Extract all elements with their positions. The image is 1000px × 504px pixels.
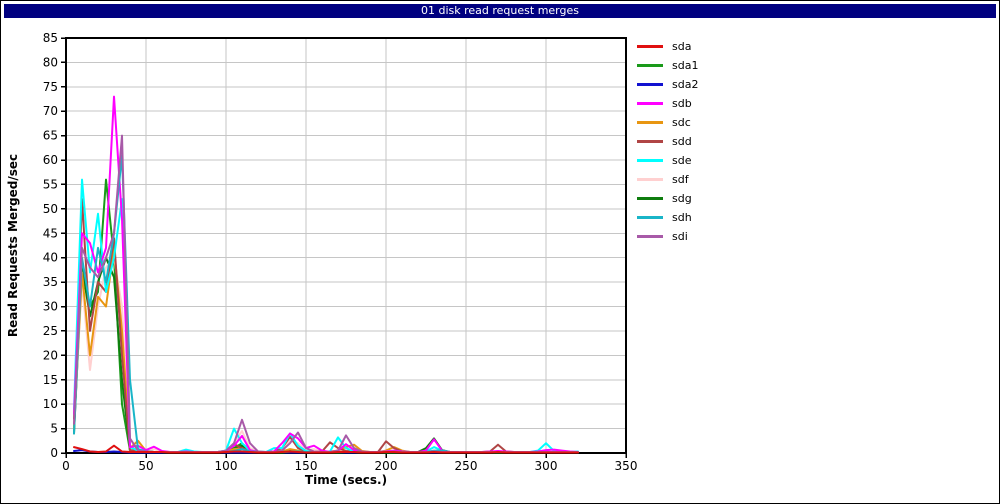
legend-swatch-sda2 bbox=[637, 83, 663, 86]
legend-swatch-sdf bbox=[637, 178, 663, 181]
legend-label-sdb: sdb bbox=[672, 97, 692, 110]
legend-label-sdi: sdi bbox=[672, 230, 688, 243]
series-line-sdh bbox=[73, 154, 579, 453]
x-tick-label: 100 bbox=[215, 459, 238, 473]
legend-label-sdd: sdd bbox=[672, 135, 692, 148]
x-axis-title: Time (secs.) bbox=[305, 473, 387, 487]
page-title: 01 disk read request merges bbox=[420, 4, 579, 17]
title-bar: 01 disk read request merges bbox=[4, 4, 996, 18]
legend-swatch-sdg bbox=[637, 197, 663, 200]
series-line-sdg bbox=[73, 256, 579, 453]
y-tick-label: 40 bbox=[43, 251, 58, 265]
y-tick-label: 80 bbox=[43, 55, 58, 69]
x-tick-label: 150 bbox=[295, 459, 318, 473]
legend-label-sda: sda bbox=[672, 40, 692, 53]
y-tick-label: 25 bbox=[43, 324, 58, 338]
x-tick-label: 300 bbox=[535, 459, 558, 473]
y-tick-label: 0 bbox=[50, 446, 58, 460]
legend-item-sda2: sda2 bbox=[637, 75, 997, 94]
y-tick-label: 35 bbox=[43, 275, 58, 289]
chart-legend: sda sda1 sda2 sdb sdc sdd sde sdf sdg sdh sdi bbox=[637, 37, 997, 246]
legend-label-sdg: sdg bbox=[672, 192, 692, 205]
x-tick-label: 50 bbox=[138, 459, 153, 473]
legend-label-sda2: sda2 bbox=[672, 78, 699, 91]
y-tick-label: 50 bbox=[43, 202, 58, 216]
series-line-sdd bbox=[73, 198, 579, 453]
legend-item-sdi: sdi bbox=[637, 227, 997, 246]
legend-swatch-sdi bbox=[637, 235, 663, 238]
x-tick-label: 350 bbox=[615, 459, 638, 473]
series-line-sda1 bbox=[73, 178, 579, 454]
legend-swatch-sdd bbox=[637, 140, 663, 143]
series-line-sdf bbox=[73, 256, 579, 453]
series-line-sda bbox=[73, 444, 579, 454]
y-axis-title: Read Requests Merged/sec bbox=[6, 154, 20, 337]
y-tick-label: 75 bbox=[43, 80, 58, 94]
x-tick-label: 0 bbox=[62, 459, 70, 473]
legend-swatch-sda bbox=[637, 45, 663, 48]
legend-item-sda: sda bbox=[637, 37, 997, 56]
legend-item-sdd: sdd bbox=[637, 132, 997, 151]
y-tick-label: 15 bbox=[43, 373, 58, 387]
legend-label-sde: sde bbox=[672, 154, 692, 167]
legend-item-sdb: sdb bbox=[637, 94, 997, 113]
legend-item-sdc: sdc bbox=[637, 113, 997, 132]
legend-item-sdg: sdg bbox=[637, 189, 997, 208]
y-tick-label: 10 bbox=[43, 397, 58, 411]
legend-swatch-sdb bbox=[637, 102, 663, 105]
x-tick-label: 200 bbox=[375, 459, 398, 473]
legend-item-sdf: sdf bbox=[637, 170, 997, 189]
y-tick-label: 85 bbox=[43, 31, 58, 45]
plot-border bbox=[65, 37, 627, 454]
y-tick-label: 60 bbox=[43, 153, 58, 167]
x-tick-label: 250 bbox=[455, 459, 478, 473]
series-line-sde bbox=[73, 178, 579, 453]
legend-label-sdh: sdh bbox=[672, 211, 692, 224]
legend-label-sda1: sda1 bbox=[672, 59, 699, 72]
legend-swatch-sdc bbox=[637, 121, 663, 124]
legend-swatch-sda1 bbox=[637, 64, 663, 67]
legend-swatch-sdh bbox=[637, 216, 663, 219]
y-tick-label: 65 bbox=[43, 129, 58, 143]
series-line-sdb bbox=[73, 95, 579, 453]
y-tick-label: 20 bbox=[43, 348, 58, 362]
series-line-sdc bbox=[73, 246, 579, 453]
y-tick-label: 30 bbox=[43, 300, 58, 314]
legend-swatch-sde bbox=[637, 159, 663, 162]
legend-item-sde: sde bbox=[637, 151, 997, 170]
y-tick-label: 5 bbox=[50, 422, 58, 436]
legend-label-sdc: sdc bbox=[672, 116, 691, 129]
legend-item-sdh: sdh bbox=[637, 208, 997, 227]
y-tick-label: 70 bbox=[43, 104, 58, 118]
legend-item-sda1: sda1 bbox=[637, 56, 997, 75]
legend-label-sdf: sdf bbox=[672, 173, 689, 186]
y-tick-label: 45 bbox=[43, 226, 58, 240]
y-tick-label: 55 bbox=[43, 177, 58, 191]
